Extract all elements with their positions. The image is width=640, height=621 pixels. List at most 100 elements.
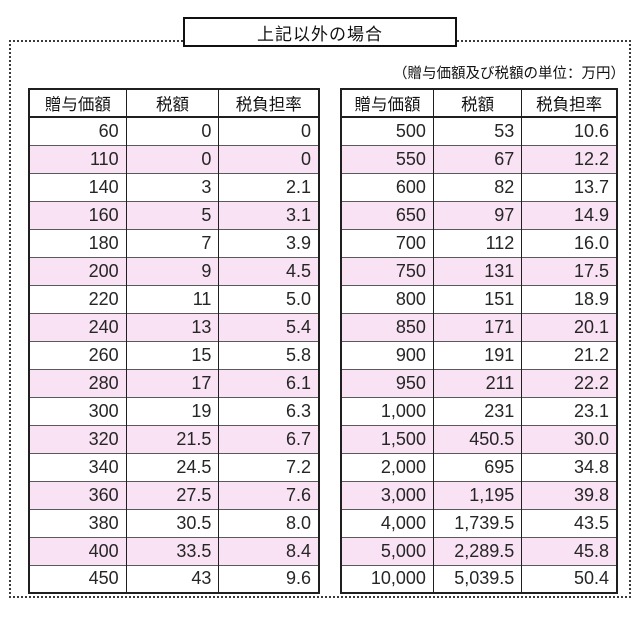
cell-tax-burden-rate: 6.1 bbox=[218, 368, 319, 397]
cell-tax-burden-rate: 5.8 bbox=[218, 340, 319, 369]
cell-tax-burden-rate: 7.2 bbox=[218, 452, 319, 481]
cell-tax-amount: 191 bbox=[432, 340, 522, 369]
cell-gift-value: 340 bbox=[29, 452, 127, 481]
cell-tax-amount: 27.5 bbox=[125, 480, 219, 509]
cell-tax-burden-rate: 5.0 bbox=[218, 284, 319, 313]
table-row: 160 5 3.1 bbox=[29, 200, 319, 229]
cell-tax-burden-rate: 12.2 bbox=[521, 144, 617, 173]
cell-tax-burden-rate: 6.7 bbox=[218, 424, 319, 453]
cell-tax-amount: 0 bbox=[125, 144, 219, 173]
cell-tax-burden-rate: 34.8 bbox=[521, 452, 617, 481]
table-row: 650 97 14.9 bbox=[341, 200, 617, 229]
cell-tax-amount: 9 bbox=[125, 256, 219, 285]
cell-tax-burden-rate: 21.2 bbox=[521, 340, 617, 369]
cell-tax-burden-rate: 5.4 bbox=[218, 312, 319, 341]
table-row: 3,000 1,195 39.8 bbox=[341, 480, 617, 509]
cell-tax-burden-rate: 0 bbox=[218, 144, 319, 173]
table-row: 5,000 2,289.5 45.8 bbox=[341, 536, 617, 565]
table-row: 200 9 4.5 bbox=[29, 256, 319, 285]
cell-tax-burden-rate: 30.0 bbox=[521, 424, 617, 453]
cell-gift-value: 300 bbox=[29, 396, 127, 425]
cell-gift-value: 140 bbox=[29, 172, 127, 201]
cell-tax-burden-rate: 3.9 bbox=[218, 228, 319, 257]
cell-tax-burden-rate: 2.1 bbox=[218, 172, 319, 201]
cell-gift-value: 1,000 bbox=[341, 396, 434, 425]
cell-tax-burden-rate: 10.6 bbox=[521, 117, 617, 145]
table-row: 260 15 5.8 bbox=[29, 340, 319, 369]
table-row: 500 53 10.6 bbox=[341, 117, 617, 145]
cell-tax-burden-rate: 18.9 bbox=[521, 284, 617, 313]
table-row: 750 131 17.5 bbox=[341, 256, 617, 285]
column-header-tax-burden-rate: 税負担率 bbox=[218, 89, 319, 118]
column-header-tax-burden-rate: 税負担率 bbox=[521, 89, 617, 118]
cell-gift-value: 850 bbox=[341, 312, 434, 341]
cell-tax-amount: 450.5 bbox=[432, 424, 522, 453]
table-row: 140 3 2.1 bbox=[29, 172, 319, 201]
cell-tax-burden-rate: 8.4 bbox=[218, 536, 319, 565]
cell-gift-value: 650 bbox=[341, 200, 434, 229]
cell-gift-value: 4,000 bbox=[341, 508, 434, 537]
cell-tax-burden-rate: 0 bbox=[218, 117, 319, 145]
cell-gift-value: 260 bbox=[29, 340, 127, 369]
cell-tax-amount: 3 bbox=[125, 172, 219, 201]
tax-table-left: 贈与価額 税額 税負担率 60 0 0 110 0 0 140 3 2.1 160 5 3.1 180 7 3.… bbox=[28, 88, 320, 594]
column-header-gift-value: 贈与価額 bbox=[341, 89, 434, 118]
cell-tax-amount: 67 bbox=[432, 144, 522, 173]
cell-gift-value: 2,000 bbox=[341, 452, 434, 481]
table-row: 280 17 6.1 bbox=[29, 368, 319, 397]
cell-tax-burden-rate: 39.8 bbox=[521, 480, 617, 509]
cell-gift-value: 360 bbox=[29, 480, 127, 509]
cell-tax-amount: 17 bbox=[125, 368, 219, 397]
cell-gift-value: 750 bbox=[341, 256, 434, 285]
cell-tax-amount: 11 bbox=[125, 284, 219, 313]
cell-tax-amount: 97 bbox=[432, 200, 522, 229]
cell-gift-value: 5,000 bbox=[341, 536, 434, 565]
tax-table-left-header: 贈与価額 税額 税負担率 bbox=[29, 89, 319, 118]
cell-gift-value: 550 bbox=[341, 144, 434, 173]
table-row: 60 0 0 bbox=[29, 117, 319, 145]
cell-tax-burden-rate: 22.2 bbox=[521, 368, 617, 397]
cell-tax-burden-rate: 8.0 bbox=[218, 508, 319, 537]
table-row: 900 191 21.2 bbox=[341, 340, 617, 369]
table-row: 1,500 450.5 30.0 bbox=[341, 424, 617, 453]
cell-gift-value: 200 bbox=[29, 256, 127, 285]
page-title: 上記以外の場合 bbox=[257, 24, 383, 44]
table-row: 360 27.5 7.6 bbox=[29, 480, 319, 509]
cell-tax-burden-rate: 50.4 bbox=[521, 564, 617, 593]
table-row: 240 13 5.4 bbox=[29, 312, 319, 341]
cell-tax-burden-rate: 20.1 bbox=[521, 312, 617, 341]
table-row: 2,000 695 34.8 bbox=[341, 452, 617, 481]
cell-gift-value: 60 bbox=[98, 120, 119, 141]
table-row: 950 211 22.2 bbox=[341, 368, 617, 397]
table-row: 850 171 20.1 bbox=[341, 312, 617, 341]
cell-tax-amount: 53 bbox=[432, 117, 522, 145]
cell-tax-amount: 2,289.5 bbox=[432, 536, 522, 565]
cell-gift-value: 110 bbox=[29, 144, 127, 173]
table-row: 340 24.5 7.2 bbox=[29, 452, 319, 481]
cell-gift-value: 600 bbox=[341, 172, 434, 201]
cell-gift-value: 240 bbox=[29, 312, 127, 341]
table-row: 10,000 5,039.5 50.4 bbox=[341, 564, 617, 593]
cell-tax-amount: 30.5 bbox=[125, 508, 219, 537]
cell-gift-value: 1,500 bbox=[341, 424, 434, 453]
cell-gift-value: 950 bbox=[341, 368, 434, 397]
cell-tax-amount: 24.5 bbox=[125, 452, 219, 481]
cell-gift-value: 380 bbox=[29, 508, 127, 537]
cell-tax-burden-rate: 14.9 bbox=[521, 200, 617, 229]
table-row: 300 19 6.3 bbox=[29, 396, 319, 425]
table-row: 4,000 1,739.5 43.5 bbox=[341, 508, 617, 537]
cell-tax-amount: 15 bbox=[125, 340, 219, 369]
cell-tax-amount: 112 bbox=[432, 228, 522, 257]
cell-tax-burden-rate: 6.3 bbox=[218, 396, 319, 425]
cell-gift-value: 700 bbox=[341, 228, 434, 257]
cell-tax-amount: 5 bbox=[125, 200, 219, 229]
cell-tax-amount: 1,739.5 bbox=[432, 508, 522, 537]
cell-tax-amount: 171 bbox=[432, 312, 522, 341]
table-row: 380 30.5 8.0 bbox=[29, 508, 319, 537]
cell-tax-burden-rate: 13.7 bbox=[521, 172, 617, 201]
column-header-tax-amount: 税額 bbox=[125, 89, 219, 118]
cell-gift-value: 800 bbox=[341, 284, 434, 313]
cell-gift-value: 320 bbox=[29, 424, 127, 453]
table-row: 450 43 9.6 bbox=[29, 564, 319, 593]
table-row: 1,000 231 23.1 bbox=[341, 396, 617, 425]
